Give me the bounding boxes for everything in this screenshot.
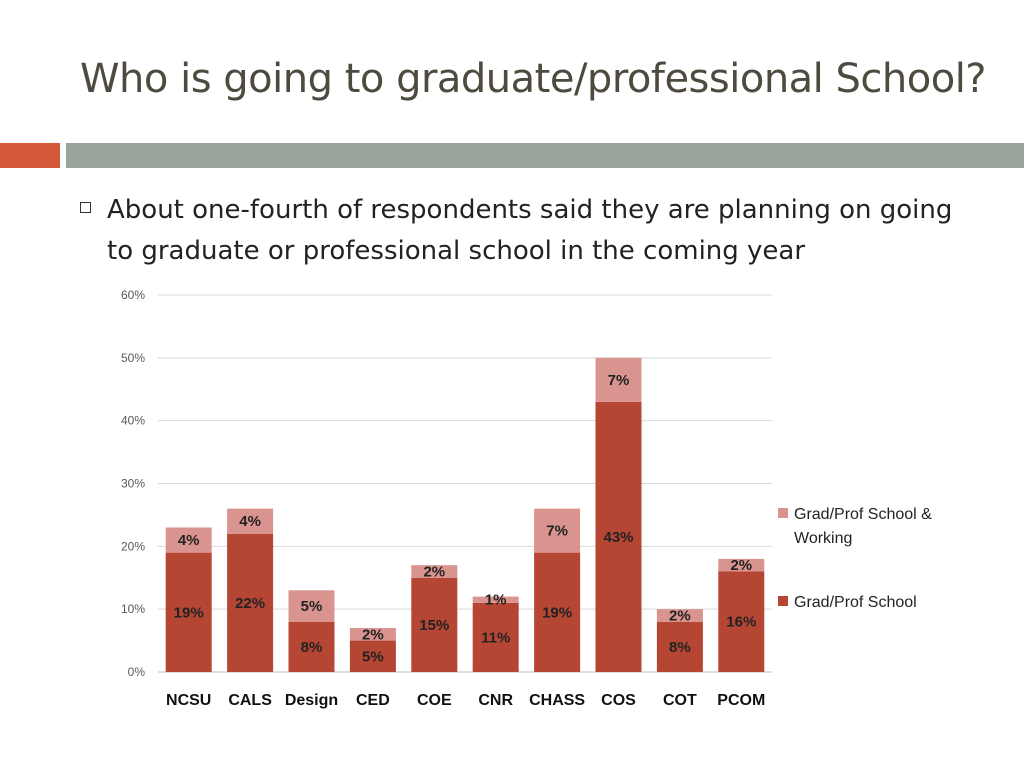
y-tick-label: 30% bbox=[121, 477, 145, 491]
x-category-label: COS bbox=[601, 692, 636, 709]
data-label-grad-prof: 15% bbox=[419, 617, 449, 634]
data-label-grad-prof-working: 4% bbox=[239, 513, 261, 530]
y-tick-label: 50% bbox=[121, 351, 145, 365]
data-label-grad-prof: 22% bbox=[235, 595, 265, 612]
bar-grad-prof bbox=[718, 571, 765, 672]
bar-grad-prof bbox=[165, 552, 212, 672]
data-label-grad-prof: 8% bbox=[669, 639, 691, 656]
data-label-grad-prof: 11% bbox=[481, 629, 510, 646]
bar-grad-prof-working bbox=[349, 628, 396, 641]
bar-grad-prof-working bbox=[227, 508, 274, 534]
bar-grad-prof-working bbox=[656, 609, 703, 622]
bar-grad-prof bbox=[656, 621, 703, 672]
data-label-grad-prof: 19% bbox=[542, 604, 572, 621]
bar-grad-prof bbox=[349, 640, 396, 672]
bar-grad-prof-working bbox=[165, 527, 212, 553]
data-label-grad-prof: 43% bbox=[603, 529, 633, 546]
bar-grad-prof bbox=[411, 577, 458, 672]
x-category-label: CNR bbox=[478, 692, 513, 709]
x-category-label: CHASS bbox=[529, 692, 585, 709]
data-label-grad-prof-working: 7% bbox=[608, 372, 630, 389]
legend-swatch-grad-prof-working bbox=[778, 508, 788, 518]
data-label-grad-prof-working: 2% bbox=[362, 626, 384, 643]
bullet-text: About one-fourth of respondents said the… bbox=[107, 195, 953, 266]
title-accent-bar bbox=[0, 143, 60, 168]
x-category-label: NCSU bbox=[166, 692, 211, 709]
bar-grad-prof bbox=[534, 552, 581, 672]
slide-title: Who is going to graduate/professional Sc… bbox=[80, 56, 987, 102]
y-tick-label: 0% bbox=[128, 665, 146, 679]
legend-label-grad-prof: Grad/Prof School bbox=[794, 594, 917, 611]
y-tick-label: 40% bbox=[121, 414, 145, 428]
data-label-grad-prof-working: 5% bbox=[301, 598, 323, 615]
data-label-grad-prof-working: 4% bbox=[178, 532, 200, 549]
x-category-label: PCOM bbox=[717, 692, 765, 709]
data-label-grad-prof: 5% bbox=[362, 648, 384, 665]
legend-swatch-grad-prof bbox=[778, 596, 788, 606]
bar-grad-prof bbox=[288, 621, 335, 672]
y-tick-label: 10% bbox=[121, 602, 145, 616]
bar-grad-prof bbox=[227, 533, 274, 672]
data-label-grad-prof: 8% bbox=[301, 639, 323, 656]
data-label-grad-prof-working: 1% bbox=[485, 592, 507, 609]
x-category-label: Design bbox=[285, 692, 338, 709]
y-tick-label: 60% bbox=[121, 288, 145, 302]
data-label-grad-prof: 19% bbox=[174, 604, 204, 621]
bar-grad-prof bbox=[595, 401, 642, 672]
bar-grad-prof-working bbox=[472, 596, 519, 603]
x-category-label: COT bbox=[663, 692, 697, 709]
data-label-grad-prof-working: 2% bbox=[669, 607, 691, 624]
x-category-label: CALS bbox=[228, 692, 272, 709]
legend-label-grad-prof-working: Grad/Prof School & Working bbox=[794, 506, 932, 547]
x-category-label: CED bbox=[356, 692, 390, 709]
x-category-label: COE bbox=[417, 692, 452, 709]
bar-grad-prof-working bbox=[411, 565, 458, 578]
y-tick-label: 20% bbox=[121, 539, 145, 553]
data-label-grad-prof-working: 7% bbox=[546, 523, 568, 540]
bar-grad-prof bbox=[472, 602, 519, 672]
bar-grad-prof-working bbox=[595, 357, 642, 402]
title-divider-bar bbox=[66, 143, 1024, 168]
data-label-grad-prof-working: 2% bbox=[730, 557, 752, 574]
bar-grad-prof-working bbox=[718, 558, 765, 572]
bar-grad-prof-working bbox=[288, 590, 335, 622]
data-label-grad-prof-working: 2% bbox=[423, 563, 445, 580]
bar-grad-prof-working bbox=[534, 508, 581, 553]
square-bullet-icon bbox=[80, 202, 91, 213]
data-label-grad-prof: 16% bbox=[726, 614, 756, 631]
